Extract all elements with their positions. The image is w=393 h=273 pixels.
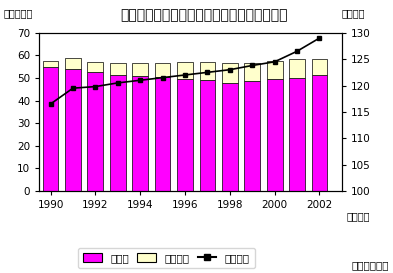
本市人口: [250, 64, 255, 67]
Text: （本市調べ）: （本市調べ）: [352, 260, 389, 270]
Text: ごみ排出量に占める焼却量と資源化量の割合: ごみ排出量に占める焼却量と資源化量の割合: [121, 8, 288, 22]
Legend: 焼却量, 資源化量, 本市人口: 焼却量, 資源化量, 本市人口: [78, 248, 255, 268]
Bar: [110, 63, 126, 75]
Bar: [132, 63, 148, 76]
本市人口: [295, 50, 299, 53]
Bar: [155, 77, 171, 191]
Text: （万人）: （万人）: [342, 8, 365, 18]
Line: 本市人口: 本市人口: [48, 35, 322, 106]
Bar: [312, 75, 327, 191]
本市人口: [317, 36, 322, 40]
本市人口: [48, 102, 53, 106]
Text: （万トン）: （万トン）: [4, 8, 33, 18]
Text: （年度）: （年度）: [346, 212, 370, 221]
Bar: [132, 76, 148, 191]
Bar: [267, 61, 283, 79]
Bar: [289, 59, 305, 78]
Bar: [177, 62, 193, 79]
本市人口: [272, 60, 277, 63]
本市人口: [116, 81, 120, 85]
Bar: [65, 69, 81, 191]
Bar: [267, 79, 283, 191]
Bar: [88, 62, 103, 72]
Bar: [43, 61, 58, 67]
Bar: [110, 75, 126, 191]
Bar: [222, 63, 238, 82]
Bar: [65, 58, 81, 69]
Bar: [222, 82, 238, 191]
本市人口: [71, 87, 75, 90]
Bar: [200, 62, 215, 80]
Bar: [200, 80, 215, 191]
Bar: [155, 63, 171, 77]
Bar: [244, 81, 260, 191]
本市人口: [93, 85, 98, 88]
Bar: [88, 72, 103, 191]
本市人口: [183, 73, 187, 77]
Bar: [289, 78, 305, 191]
本市人口: [205, 71, 210, 74]
本市人口: [228, 68, 232, 71]
Bar: [43, 67, 58, 191]
Bar: [312, 59, 327, 75]
本市人口: [160, 76, 165, 79]
Bar: [244, 63, 260, 81]
Bar: [177, 79, 193, 191]
本市人口: [138, 79, 143, 82]
